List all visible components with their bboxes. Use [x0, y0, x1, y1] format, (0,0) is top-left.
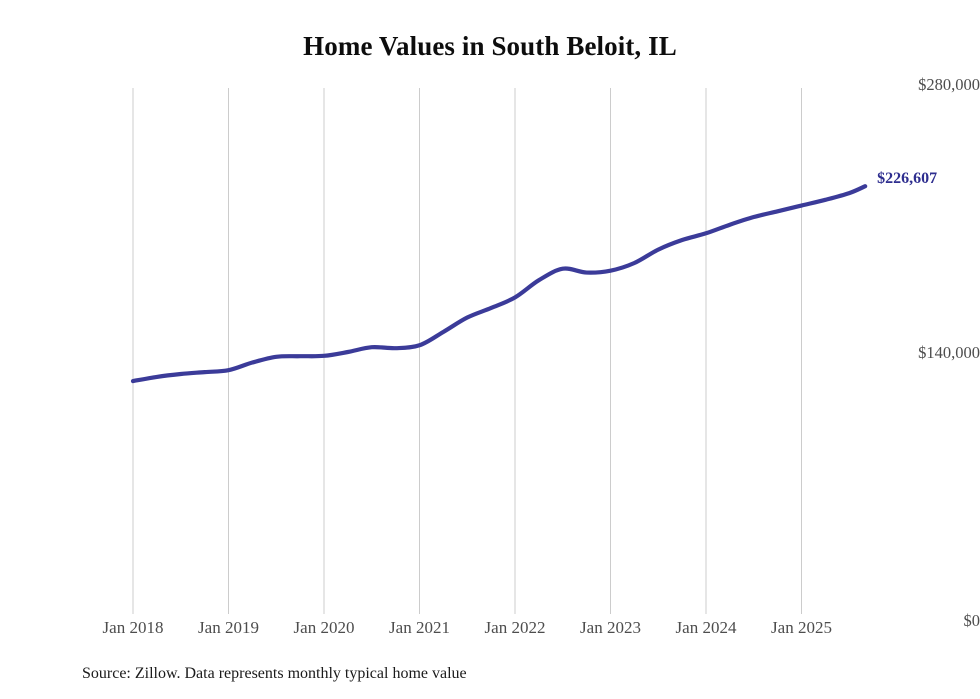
- y-axis-tick-label: $0: [963, 611, 980, 630]
- source-note: Source: Zillow. Data represents monthly …: [82, 665, 467, 682]
- x-axis-tick-label: Jan 2019: [198, 618, 259, 637]
- x-axis-tick-label: Jan 2020: [293, 618, 355, 637]
- y-axis-tick-label: $140,000: [918, 343, 980, 362]
- x-axis-tick-label: Jan 2021: [389, 618, 450, 637]
- x-axis-tick-label: Jan 2022: [484, 618, 546, 637]
- series-line: [130, 184, 868, 384]
- end-value-data-label: $226,607: [877, 170, 938, 188]
- x-axis-tick-label: Jan 2024: [675, 618, 737, 637]
- chart-title: Home Values in South Beloit, IL: [303, 31, 677, 61]
- x-axis-tick-label: Jan 2023: [580, 618, 641, 637]
- y-axis-tick-label: $280,000: [918, 75, 980, 94]
- x-axis-tick-label: Jan 2025: [771, 618, 832, 637]
- x-axis-tick-label: Jan 2018: [102, 618, 164, 637]
